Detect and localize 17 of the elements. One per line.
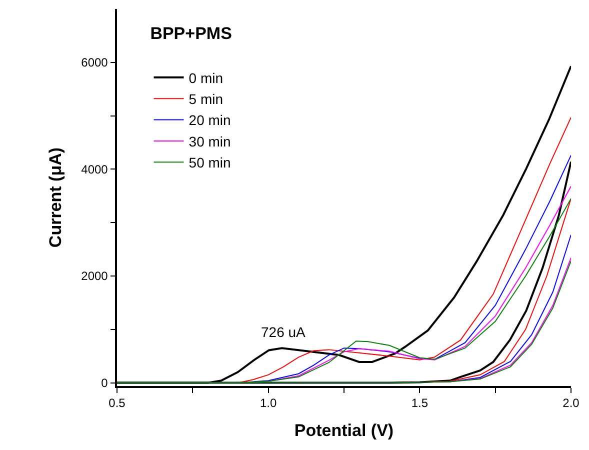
x-tick-label: 1.0 [260, 396, 277, 410]
y-axis-title: Current (μA) [46, 147, 66, 248]
y-tick-label: 6000 [81, 56, 108, 70]
annotation: 726 uA [261, 324, 306, 340]
legend-label: 30 min [188, 133, 231, 150]
legend-label: 50 min [188, 154, 231, 171]
x-tick-label: 2.0 [562, 396, 580, 410]
y-tick-label: 4000 [81, 162, 108, 176]
text: BPP+PMS [150, 24, 232, 43]
x-tick-label: 1.5 [411, 396, 428, 410]
legend-label: 20 min [188, 112, 231, 128]
y-tick-label: 0 [101, 376, 108, 390]
x-tick-label: 0.5 [108, 396, 126, 410]
x-axis-title: Potential (V) [294, 421, 394, 440]
legend-label: 0 min [188, 70, 224, 86]
y-tick-label: 2000 [81, 269, 108, 284]
legend-label: 5 min [188, 91, 224, 108]
